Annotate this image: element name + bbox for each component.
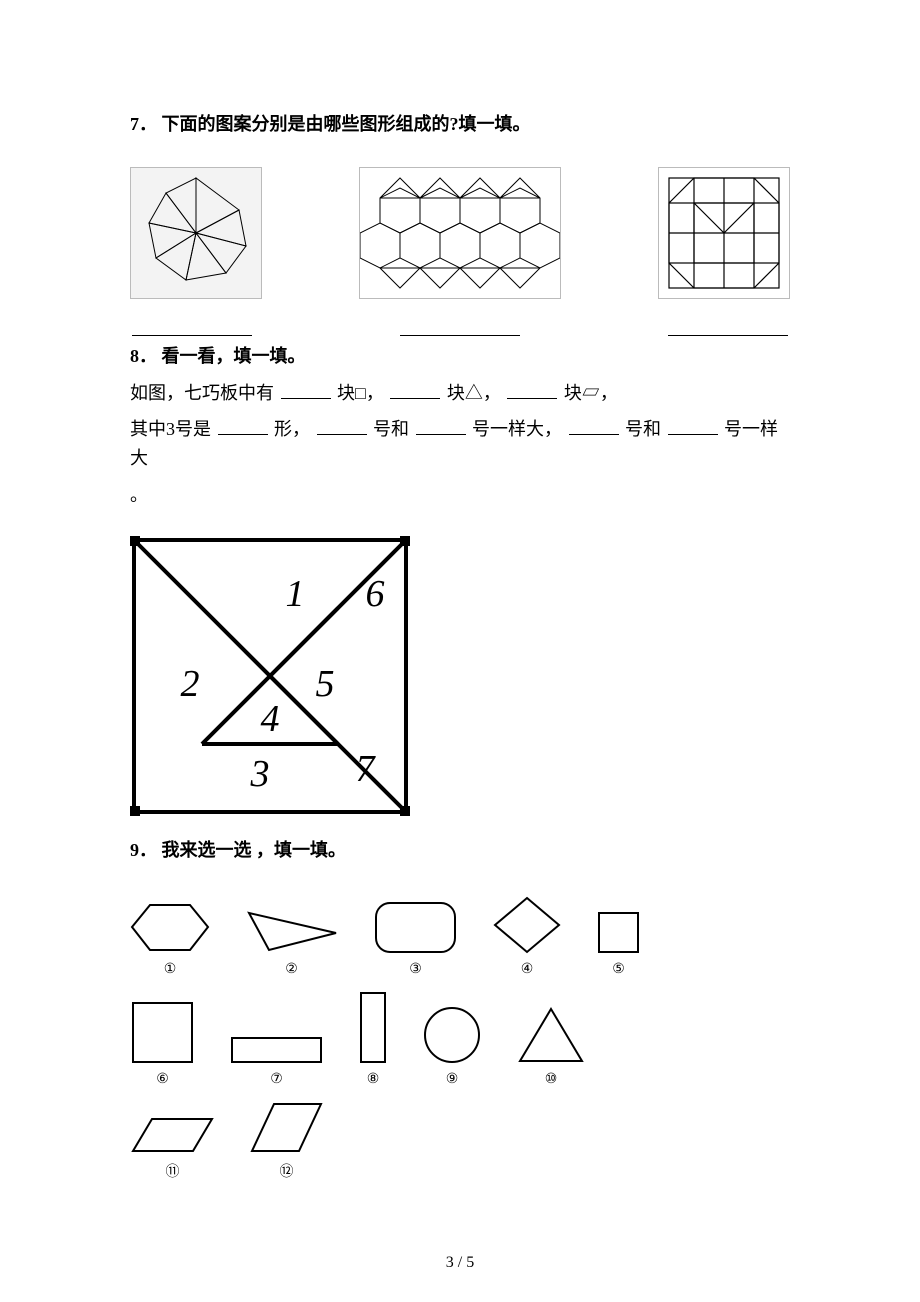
label-11: ⑪ <box>166 1161 180 1181</box>
q7-fig-2 <box>359 167 561 299</box>
tangram-label-4: 4 <box>261 698 280 740</box>
q7-blank-2[interactable] <box>400 319 520 336</box>
tangram-label-7: 7 <box>356 748 377 790</box>
q7-blank-3[interactable] <box>668 319 788 336</box>
label-1: ① <box>164 961 177 978</box>
page: 7． 下面的图案分别是由哪些图形组成的?填一填。 <box>0 0 920 1302</box>
q7-heading: 7． 下面的图案分别是由哪些图形组成的?填一填。 <box>130 110 790 139</box>
shape-scalene-triangle: ② <box>244 905 339 978</box>
q8-blank-sq[interactable] <box>281 380 331 399</box>
shape-small-square: ⑤ <box>596 910 641 978</box>
q9-row-2: ⑥ ⑦ ⑧ ⑨ ⑩ <box>130 990 790 1088</box>
q7-answer-blanks <box>130 319 790 336</box>
q8-line2: 其中3号是 形， 号和 号一样大， 号和 号一样大 <box>130 415 790 473</box>
shape-wide-rect: ⑦ <box>229 1035 324 1088</box>
tangram-label-3: 3 <box>250 753 270 795</box>
q8-blank-n4[interactable] <box>668 416 718 435</box>
q8-line2-c: 号和 <box>373 419 409 439</box>
q8-blank-n2[interactable] <box>416 416 466 435</box>
q8-line2-d: 号一样大， <box>472 419 562 439</box>
tangram-label-5: 5 <box>316 663 335 705</box>
tangram-label-6: 6 <box>366 573 385 615</box>
shape-diamond: ④ <box>492 895 562 978</box>
q7-number: 7． <box>130 114 157 134</box>
q8-number: 8． <box>130 346 157 366</box>
shape-square: ⑥ <box>130 1000 195 1088</box>
q8-blank-tri[interactable] <box>390 380 440 399</box>
shape-parallelogram-2: ⑫ <box>249 1100 324 1181</box>
q8-line1-d: 块▱， <box>564 383 618 403</box>
q8-line1-b: 块□， <box>337 383 384 403</box>
q8-blank-n3[interactable] <box>569 416 619 435</box>
q8-blank-para[interactable] <box>507 380 557 399</box>
tangram-label-1: 1 <box>286 573 305 615</box>
tangram-label-2: 2 <box>181 663 200 705</box>
q9-row-1: ① ② ③ ④ ⑤ <box>130 895 790 978</box>
q7-blank-1[interactable] <box>132 319 252 336</box>
label-3: ③ <box>409 961 422 978</box>
q8-line2-b: 形， <box>274 419 310 439</box>
q8-line2-a: 其中3号是 <box>130 419 211 439</box>
q8-line2-end: 。 <box>130 481 790 510</box>
q8-heading: 8． 看一看，填一填。 <box>130 342 790 371</box>
q8-tangram: 1 2 3 4 5 6 7 <box>130 536 790 816</box>
shape-rounded-rect: ③ <box>373 900 458 978</box>
label-12: ⑫ <box>280 1161 294 1181</box>
q7-fig-3 <box>658 167 790 299</box>
label-8: ⑧ <box>367 1071 380 1088</box>
q8-line2-e: 号和 <box>625 419 661 439</box>
q8-line1-a: 如图，七巧板中有 <box>130 383 274 403</box>
q8-blank-shape[interactable] <box>218 416 268 435</box>
label-6: ⑥ <box>156 1071 169 1088</box>
label-4: ④ <box>521 961 534 978</box>
q7-text: 下面的图案分别是由哪些图形组成的?填一填。 <box>162 114 531 134</box>
q9-text: 我来选一选 ，填一填。 <box>162 840 347 860</box>
shape-parallelogram-1: ⑪ <box>130 1115 215 1181</box>
label-9: ⑨ <box>446 1071 459 1088</box>
label-2: ② <box>285 961 298 978</box>
label-5: ⑤ <box>612 961 625 978</box>
shape-tall-rect: ⑧ <box>358 990 388 1088</box>
label-7: ⑦ <box>270 1071 283 1088</box>
q9-number: 9． <box>130 840 157 860</box>
q9-heading: 9． 我来选一选 ，填一填。 <box>130 836 790 865</box>
q8-line1-c: 块△， <box>447 383 501 403</box>
q8-blank-n1[interactable] <box>317 416 367 435</box>
q9-row-3: ⑪ ⑫ <box>130 1100 790 1181</box>
q9-shapes: ① ② ③ ④ ⑤ ⑥ <box>130 895 790 1181</box>
shape-hexagon: ① <box>130 900 210 978</box>
q8-line1: 如图，七巧板中有 块□， 块△， 块▱， <box>130 379 790 408</box>
label-10: ⑩ <box>545 1071 558 1088</box>
page-footer: 3 / 5 <box>0 1254 920 1272</box>
tangram-svg: 1 2 3 4 5 6 7 <box>130 536 410 816</box>
q7-fig-1 <box>130 167 262 299</box>
q8-title: 看一看，填一填。 <box>162 346 306 366</box>
shape-triangle: ⑩ <box>516 1005 586 1088</box>
shape-circle: ⑨ <box>422 1005 482 1088</box>
q7-figures <box>130 167 790 299</box>
